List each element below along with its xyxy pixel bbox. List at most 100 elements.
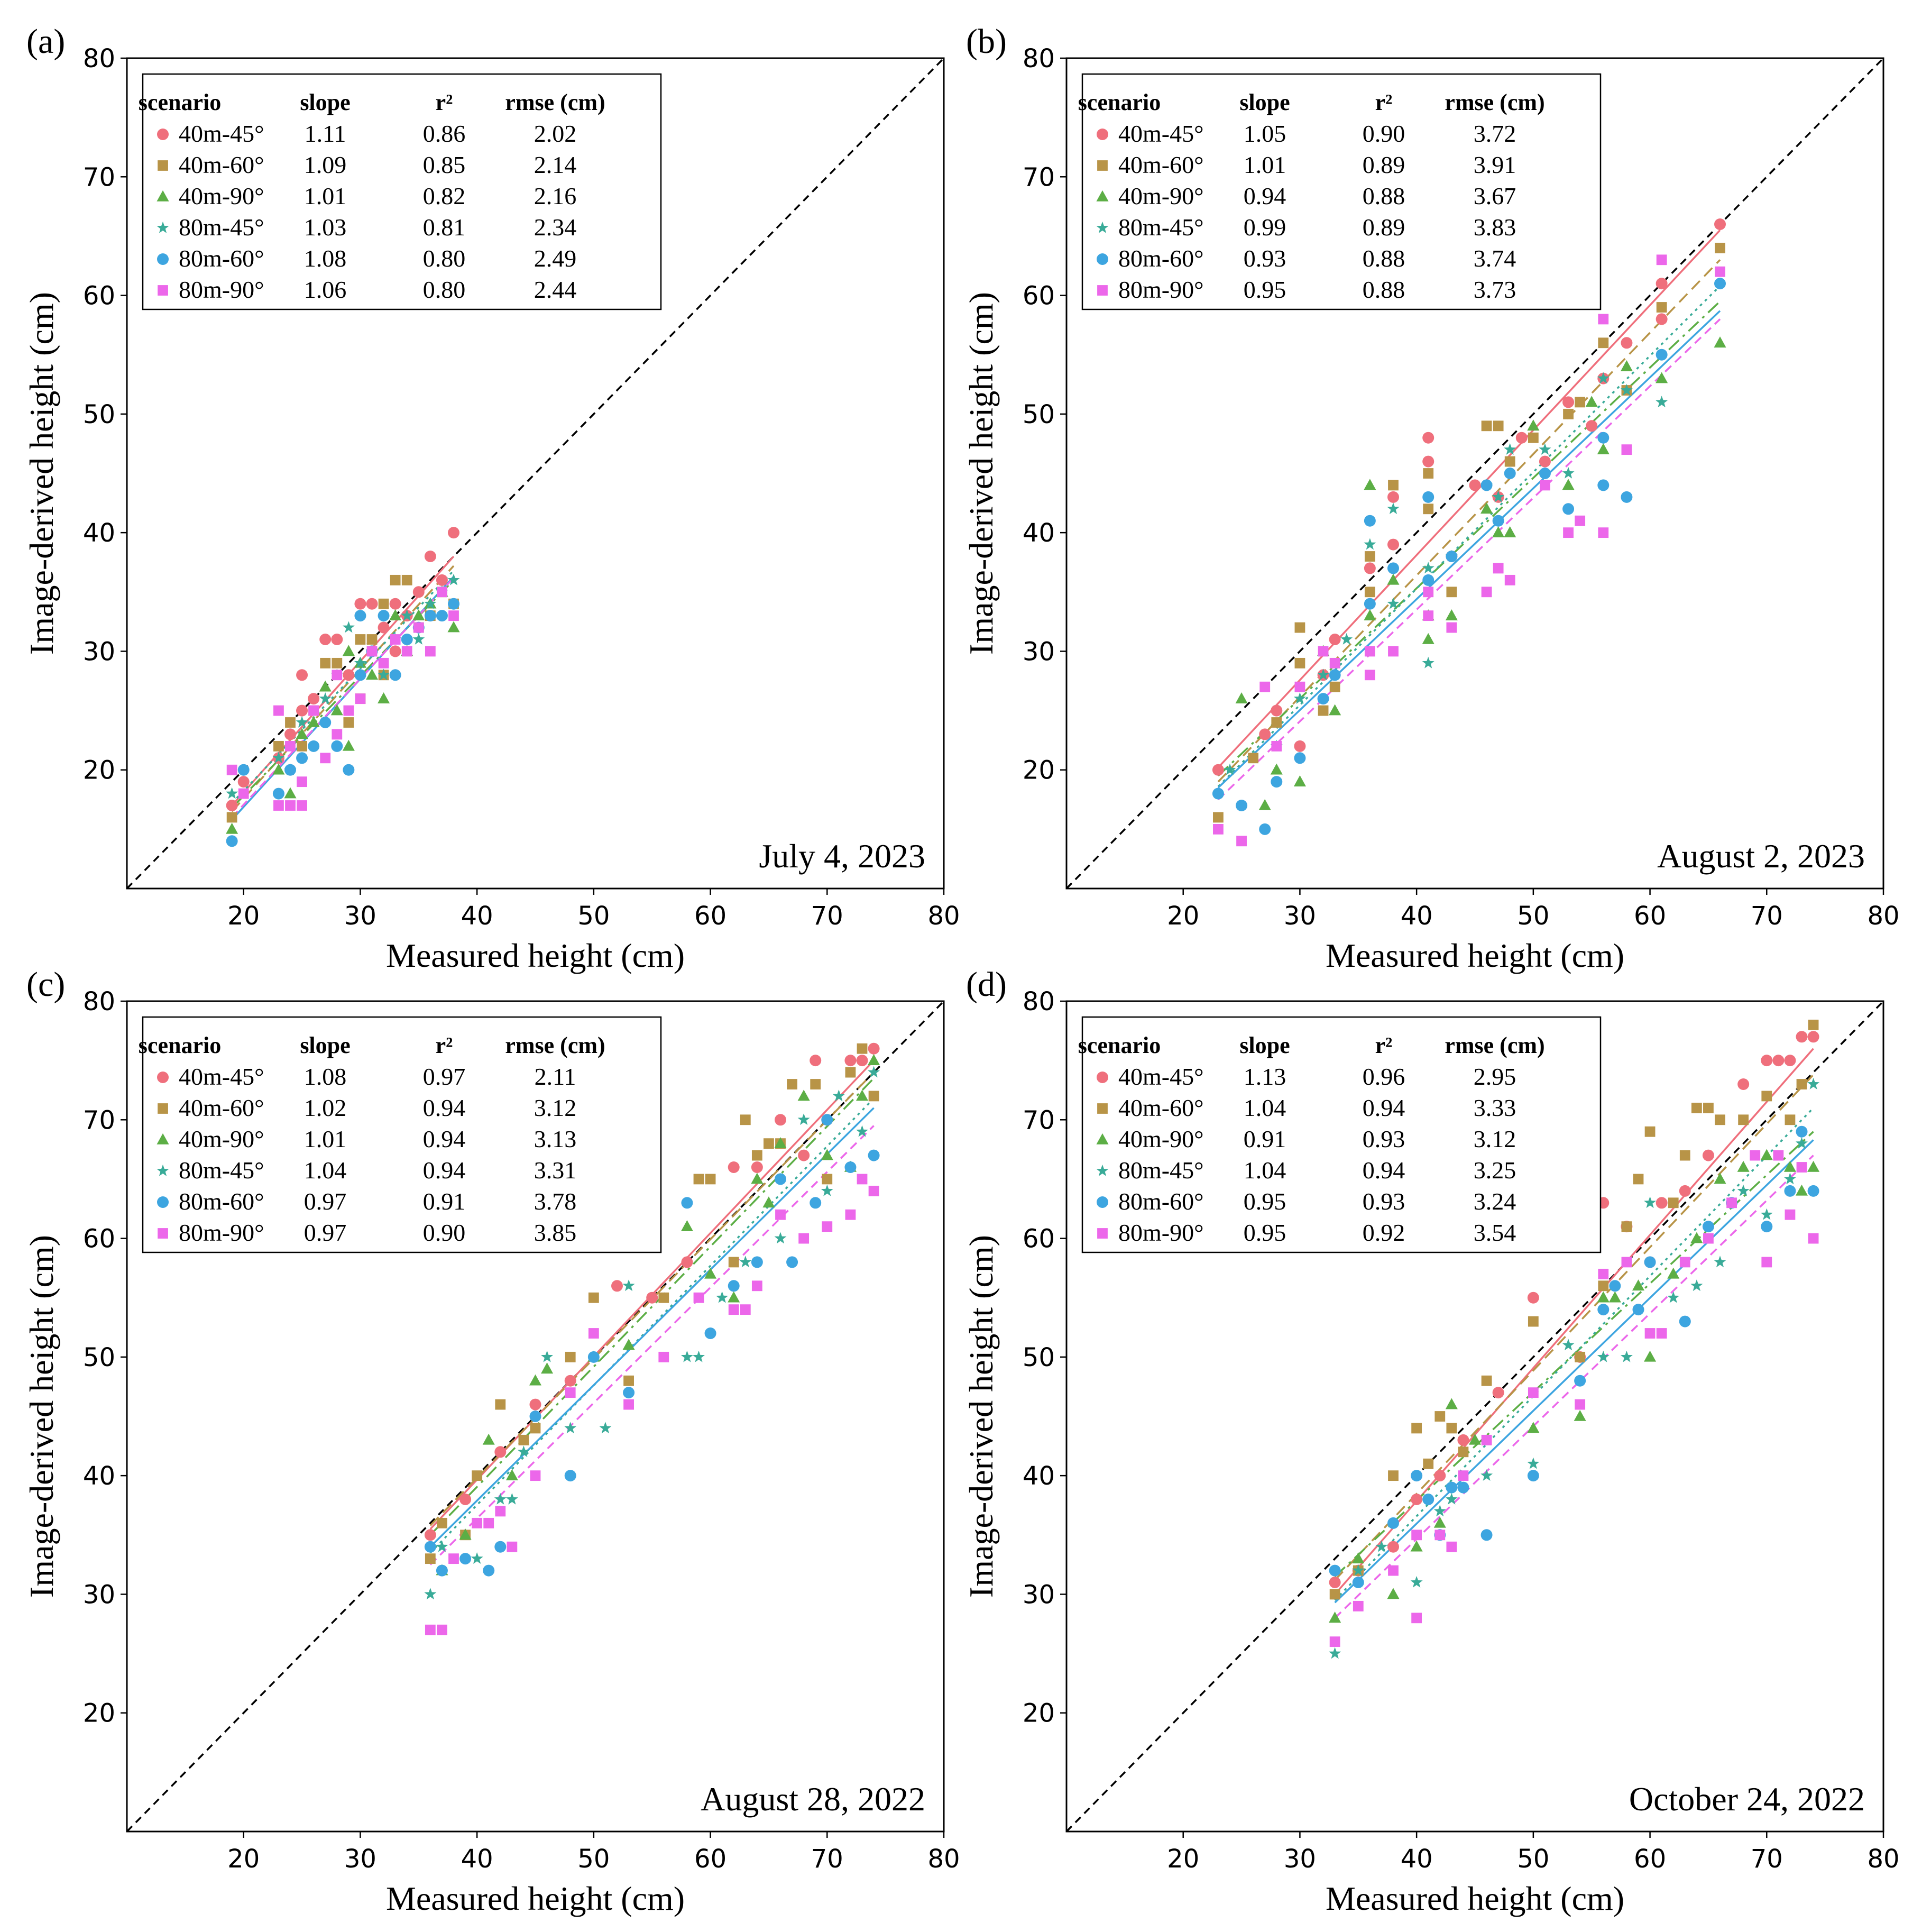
data-point	[868, 1149, 880, 1161]
legend-marker	[158, 1103, 168, 1114]
legend-scenario: 80m-45°	[179, 1157, 264, 1184]
data-point	[1329, 1611, 1341, 1623]
legend-rmse: 2.95	[1474, 1063, 1516, 1090]
data-point	[868, 1042, 880, 1055]
panel-label: (a)	[26, 22, 65, 61]
data-point	[1364, 646, 1375, 657]
data-point	[296, 716, 308, 728]
data-point	[693, 1350, 705, 1362]
legend-header-r2: r²	[436, 1032, 453, 1058]
legend-scenario: 40m-90°	[1118, 182, 1204, 209]
data-point	[1539, 443, 1551, 455]
data-point	[1585, 396, 1598, 407]
legend-r2: 0.96	[1363, 1063, 1405, 1090]
legend-marker	[1097, 1103, 1108, 1114]
data-layer	[226, 527, 460, 847]
legend-scenario: 40m-45°	[1118, 120, 1204, 147]
legend-scenario: 40m-90°	[1118, 1125, 1204, 1152]
x-tick-label: 60	[694, 1844, 727, 1874]
data-point	[704, 1327, 716, 1339]
series-40m-90	[1329, 1149, 1820, 1623]
x-tick-label: 30	[344, 901, 376, 931]
data-point	[623, 1387, 635, 1399]
data-point	[1608, 1291, 1621, 1303]
legend-rmse: 3.13	[534, 1125, 577, 1152]
legend-scenario: 40m-90°	[179, 182, 264, 209]
legend-r2: 0.97	[423, 1063, 466, 1090]
legend-header-scenario: scenario	[139, 1032, 221, 1058]
data-point	[868, 1054, 880, 1065]
data-point	[1690, 1279, 1703, 1292]
data-point	[1318, 646, 1329, 657]
data-point	[296, 728, 308, 739]
panel-label: (b)	[966, 22, 1007, 61]
data-point	[1563, 527, 1574, 538]
one-to-one-line	[1065, 57, 1884, 890]
data-point	[530, 1423, 541, 1434]
data-point	[424, 597, 437, 609]
legend-slope: 0.95	[1244, 1219, 1286, 1246]
data-point	[1807, 1031, 1819, 1043]
y-tick-label: 80	[83, 987, 115, 1017]
series-80m-60	[1212, 278, 1726, 835]
data-point	[751, 1256, 763, 1268]
data-point	[868, 1091, 879, 1102]
data-point	[1656, 302, 1667, 313]
legend-scenario: 80m-60°	[1118, 245, 1204, 272]
data-point	[1575, 1399, 1586, 1410]
data-point	[1317, 693, 1329, 705]
data-point	[505, 1493, 518, 1505]
data-point	[1481, 420, 1492, 432]
legend-scenario: 80m-90°	[1118, 276, 1204, 303]
data-point	[1248, 753, 1259, 764]
x-tick-label: 40	[1401, 901, 1433, 931]
data-point	[680, 1350, 693, 1362]
legend-slope: 1.04	[304, 1157, 347, 1184]
data-point	[226, 764, 237, 775]
data-point	[1492, 515, 1504, 527]
data-point	[1294, 752, 1306, 764]
one-to-one-line	[1065, 1000, 1884, 1833]
data-point	[1224, 763, 1236, 775]
data-point	[1773, 1150, 1784, 1161]
legend-r2: 0.82	[423, 182, 466, 209]
data-point	[1481, 1375, 1492, 1386]
data-point	[1329, 704, 1341, 716]
data-point	[1481, 1434, 1492, 1445]
data-point	[1493, 563, 1504, 574]
data-point	[1738, 1114, 1749, 1125]
legend-r2: 0.92	[1363, 1219, 1405, 1246]
legend-rmse: 3.33	[1474, 1094, 1516, 1121]
data-point	[1446, 1481, 1458, 1494]
data-point	[355, 693, 366, 704]
data-point	[320, 657, 331, 669]
data-point	[1422, 562, 1434, 574]
data-point	[272, 752, 285, 764]
data-point	[1761, 1055, 1773, 1067]
data-point	[1527, 1422, 1540, 1433]
fit-line-80m-90	[429, 1125, 875, 1565]
data-point	[1703, 1102, 1714, 1113]
legend-rmse: 3.24	[1474, 1188, 1516, 1215]
data-point	[1364, 587, 1375, 598]
legend-rmse: 3.73	[1474, 276, 1516, 303]
data-point	[1364, 479, 1376, 490]
data-point	[622, 1279, 635, 1292]
legend-r2: 0.94	[423, 1094, 466, 1121]
data-point	[495, 1506, 506, 1517]
legend-rmse: 3.83	[1474, 214, 1516, 241]
data-point	[272, 763, 285, 775]
data-point	[448, 598, 459, 610]
data-point	[1388, 480, 1399, 491]
legend-scenario: 40m-45°	[1118, 1063, 1204, 1090]
data-point	[1504, 574, 1515, 585]
data-layer	[1212, 218, 1726, 847]
legend-marker	[157, 1164, 169, 1176]
data-point	[331, 634, 343, 645]
data-point	[844, 1161, 857, 1173]
legend-marker	[158, 160, 168, 171]
data-point	[1783, 1173, 1796, 1185]
data-point	[1294, 657, 1305, 669]
data-point	[728, 1280, 740, 1292]
data-point	[1528, 1316, 1539, 1327]
